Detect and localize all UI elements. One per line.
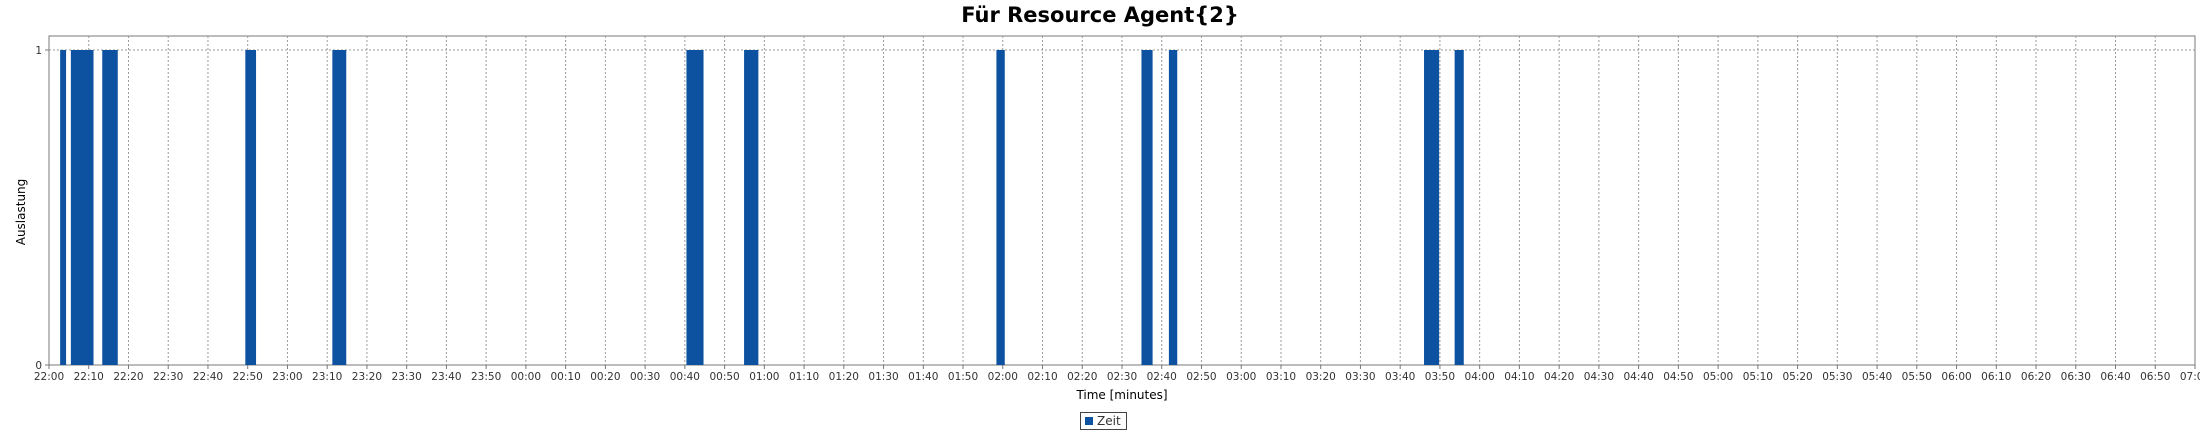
x-tick-label: 00:40 [670, 371, 700, 383]
x-tick-label: 05:10 [1743, 371, 1773, 383]
x-tick-label: 04:50 [1663, 371, 1693, 383]
x-tick-label: 22:20 [113, 371, 143, 383]
x-tick-label: 01:20 [829, 371, 859, 383]
x-tick-label: 01:30 [868, 371, 898, 383]
x-tick-label: 02:30 [1107, 371, 1137, 383]
bar [686, 50, 704, 365]
x-tick-label: 04:20 [1544, 371, 1574, 383]
x-tick-label: 02:40 [1147, 371, 1177, 383]
y-axis-title: Auslastung [14, 179, 28, 246]
x-tick-label: 04:10 [1504, 371, 1534, 383]
x-tick-label: 23:30 [392, 371, 422, 383]
bar [1424, 50, 1440, 365]
x-tick-label: 01:50 [948, 371, 978, 383]
x-tick-label: 22:40 [193, 371, 223, 383]
bar-series [60, 50, 1464, 365]
bar [60, 50, 67, 365]
bar [245, 50, 257, 365]
x-tick-label: 05:50 [1902, 371, 1932, 383]
bar [1168, 50, 1178, 365]
legend: Zeit [1080, 412, 1127, 430]
x-tick-label: 23:00 [272, 371, 302, 383]
x-tick-label: 06:40 [2100, 371, 2130, 383]
legend-swatch [1085, 417, 1093, 425]
x-tick-label: 03:30 [1345, 371, 1375, 383]
x-tick-label: 02:00 [988, 371, 1018, 383]
x-tick-label: 04:40 [1623, 371, 1653, 383]
x-tick-label: 06:00 [1941, 371, 1971, 383]
x-tick-label: 00:00 [511, 371, 541, 383]
x-tick-label: 03:40 [1385, 371, 1415, 383]
bar [996, 50, 1005, 365]
legend-label: Zeit [1097, 414, 1121, 428]
bar [744, 50, 759, 365]
x-axis: 22:00 22:10 22:20 22:30 22:40 22:50 23:00 23:10… [34, 365, 2200, 383]
x-tick-label: 03:20 [1306, 371, 1336, 383]
x-tick-label: 22:00 [34, 371, 64, 383]
bar [1454, 50, 1464, 365]
y-tick-label: 0 [35, 360, 42, 372]
x-tick-label: 05:40 [1862, 371, 1892, 383]
y-tick-label: 1 [35, 45, 42, 57]
bar [332, 50, 347, 365]
x-tick-label: 00:20 [590, 371, 620, 383]
x-tick-label: 22:30 [153, 371, 183, 383]
x-tick-label: 04:30 [1584, 371, 1614, 383]
x-tick-label: 22:10 [74, 371, 104, 383]
x-tick-label: 03:10 [1266, 371, 1296, 383]
x-tick-label: 23:50 [471, 371, 501, 383]
x-tick-label: 00:50 [709, 371, 739, 383]
x-tick-label: 05:20 [1782, 371, 1812, 383]
x-tick-label: 02:50 [1186, 371, 1216, 383]
x-tick-label: 06:50 [2140, 371, 2170, 383]
x-tick-label: 06:20 [2021, 371, 2051, 383]
x-tick-label: 03:00 [1226, 371, 1256, 383]
x-tick-label: 00:30 [630, 371, 660, 383]
x-tick-label: 07:00 [2180, 371, 2200, 383]
x-tick-label: 23:40 [431, 371, 461, 383]
bar [102, 50, 118, 365]
x-tick-label: 02:20 [1067, 371, 1097, 383]
x-axis-title: Time [minutes] [1075, 388, 1167, 402]
x-tick-label: 05:30 [1822, 371, 1852, 383]
x-tick-label: 05:00 [1703, 371, 1733, 383]
x-tick-label: 03:50 [1425, 371, 1455, 383]
x-tick-label: 06:10 [1981, 371, 2011, 383]
grid-lines [49, 36, 2195, 365]
x-tick-label: 01:00 [749, 371, 779, 383]
x-tick-label: 04:00 [1465, 371, 1495, 383]
x-tick-label: 01:10 [789, 371, 819, 383]
bar [70, 50, 94, 365]
x-tick-label: 02:10 [1027, 371, 1057, 383]
x-tick-label: 23:20 [352, 371, 382, 383]
x-tick-label: 01:40 [908, 371, 938, 383]
x-tick-label: 00:10 [550, 371, 580, 383]
y-axis: 01 [35, 45, 49, 372]
x-tick-label: 22:50 [233, 371, 263, 383]
chart-title: Für Resource Agent{2} [961, 3, 1239, 27]
x-tick-label: 23:10 [312, 371, 342, 383]
bar [1141, 50, 1153, 365]
x-tick-label: 06:30 [2061, 371, 2091, 383]
